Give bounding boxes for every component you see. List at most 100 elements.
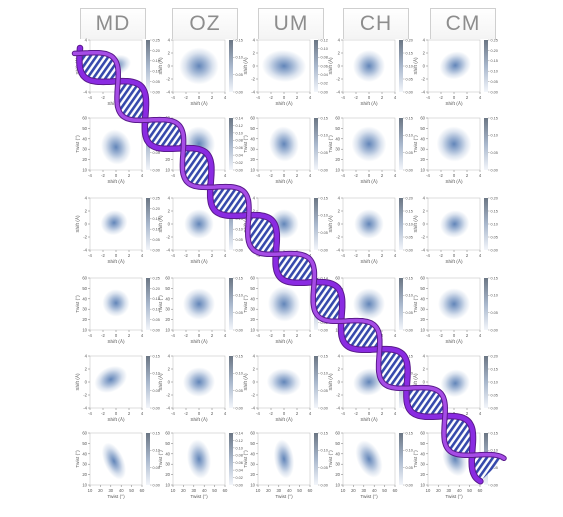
x-axis-label: Shift (Å) <box>275 338 293 345</box>
y-tick-label: 40 <box>165 296 170 301</box>
y-tick-label: 10 <box>165 168 170 173</box>
colorbar-tick-label: 0.05 <box>153 80 160 84</box>
colorbar-tick-label: 0.08 <box>236 454 243 458</box>
y-tick-label: 50 <box>420 286 425 291</box>
y-tick-label: 60 <box>250 116 255 121</box>
y-tick-label: 4 <box>85 38 88 43</box>
colorbar-tick-label: 0.15 <box>406 51 413 55</box>
x-tick-label: 4 <box>394 411 397 416</box>
colorbar-tick-label: 0.00 <box>406 168 413 172</box>
x-axis-label: Twist (°) <box>445 494 463 500</box>
y-axis-label: Twist (°) <box>328 450 334 468</box>
x-tick-label: -4 <box>88 173 92 178</box>
x-axis-label: Shift (Å) <box>360 178 378 185</box>
colorbar-tick-label: 0.14 <box>236 116 243 120</box>
density-blob <box>351 126 387 162</box>
colorbar-tick-label: 0.00 <box>491 328 498 332</box>
y-axis-label: Shift (Å) <box>327 373 334 391</box>
colorbar <box>484 198 488 250</box>
colorbar-tick-label: 0.00 <box>406 90 413 94</box>
colorbar-tick-label: 0.10 <box>491 294 498 298</box>
x-tick-label: -4 <box>171 173 175 178</box>
colorbar <box>229 40 233 92</box>
colorbar-tick-label: 0.05 <box>491 466 498 470</box>
colorbar-tick-label: 0.00 <box>153 248 160 252</box>
y-tick-label: 60 <box>335 116 340 121</box>
colorbar-tick-label: 0.06 <box>236 146 243 150</box>
colorbar <box>399 278 403 330</box>
y-tick-label: 0 <box>168 380 171 385</box>
x-tick-label: 60 <box>478 488 483 493</box>
x-tick-label: -4 <box>88 95 92 100</box>
colorbar-tick-label: 0.15 <box>406 431 413 435</box>
colorbar <box>399 433 403 485</box>
colorbar-tick-label: 0.12 <box>236 124 243 128</box>
colorbar-tick-label: 0.00 <box>153 406 160 410</box>
y-tick-label: 20 <box>82 157 87 162</box>
x-tick-label: 4 <box>479 173 482 178</box>
x-tick-label: 4 <box>394 173 397 178</box>
y-tick-label: 0 <box>338 222 341 227</box>
colorbar <box>314 356 318 408</box>
x-tick-label: 60 <box>308 488 313 493</box>
density-blob <box>440 369 470 398</box>
x-tick-label: 0 <box>198 253 201 258</box>
y-tick-label: 30 <box>335 462 340 467</box>
colorbar-tick-label: 0.15 <box>406 116 413 120</box>
y-tick-label: 0 <box>168 222 171 227</box>
x-axis-label: Shift (Å) <box>190 258 208 265</box>
panel-r3-c4: -4 -2 0 2 4 Shift (Å) 60 50 40 30 20 10 Twist (°) 0.1… <box>413 276 498 346</box>
y-tick-label: 20 <box>420 157 425 162</box>
y-tick-label: 20 <box>420 317 425 322</box>
x-tick-label: 2 <box>381 95 384 100</box>
y-tick-label: 50 <box>165 441 170 446</box>
x-tick-label: 20 <box>436 488 441 493</box>
panel-r2-c4: -4 -2 0 2 4 Shift (Å) 4 2 0 -2 -4 Shift (Å) 0.20 0.15… <box>412 196 498 266</box>
y-tick-label: -4 <box>336 406 340 411</box>
x-tick-label: 20 <box>98 488 103 493</box>
colorbar-tick-label: 0.00 <box>321 248 328 252</box>
x-tick-label: 2 <box>211 333 214 338</box>
x-tick-label: 2 <box>466 95 469 100</box>
y-tick-label: 20 <box>250 472 255 477</box>
x-tick-label: 4 <box>224 411 227 416</box>
x-tick-label: -2 <box>354 411 358 416</box>
density-blob <box>102 289 130 317</box>
y-axis-label: Twist (°) <box>158 295 164 313</box>
colorbar-tick-label: 0.10 <box>153 308 160 312</box>
colorbar-tick-label: 0.00 <box>491 168 498 172</box>
colorbar-tick-label: 0.10 <box>321 214 328 218</box>
x-tick-label: -2 <box>354 95 358 100</box>
colorbar-tick-label: 0.15 <box>153 59 160 63</box>
colorbar <box>399 118 403 170</box>
x-tick-label: -4 <box>171 253 175 258</box>
colorbar-tick-label: 0.15 <box>236 354 243 358</box>
y-tick-label: -4 <box>166 90 170 95</box>
x-axis-label: Shift (Å) <box>107 258 125 265</box>
colorbar-tick-label: 0.10 <box>321 372 328 376</box>
x-tick-label: 4 <box>394 95 397 100</box>
y-tick-label: 4 <box>168 38 171 43</box>
x-axis-label: Shift (Å) <box>445 338 463 345</box>
colorbar-tick-label: 0.05 <box>236 73 243 77</box>
colorbar-tick-label: 0.05 <box>153 466 160 470</box>
colorbar-tick-label: 0.06 <box>321 64 328 68</box>
x-tick-label: 60 <box>223 488 228 493</box>
x-tick-label: 0 <box>368 253 371 258</box>
y-tick-label: 0 <box>423 380 426 385</box>
y-tick-label: 0 <box>423 64 426 69</box>
y-tick-label: -2 <box>336 393 340 398</box>
x-axis-label: Twist (°) <box>107 494 125 500</box>
y-tick-label: 60 <box>335 431 340 436</box>
x-tick-label: -2 <box>354 173 358 178</box>
x-tick-label: 60 <box>393 488 398 493</box>
y-tick-label: 0 <box>85 222 88 227</box>
x-tick-label: 10 <box>426 488 431 493</box>
density-blob <box>269 126 299 162</box>
colorbar-tick-label: 0.15 <box>491 431 498 435</box>
colorbar-tick-label: 0.02 <box>321 82 328 86</box>
x-tick-label: 4 <box>309 173 312 178</box>
x-tick-label: 0 <box>115 173 118 178</box>
colorbar <box>484 278 488 330</box>
panel-r5-c3: 10 20 30 40 50 60 Twist (°) 60 50 40 30 20 10 Twist (… <box>328 431 413 501</box>
